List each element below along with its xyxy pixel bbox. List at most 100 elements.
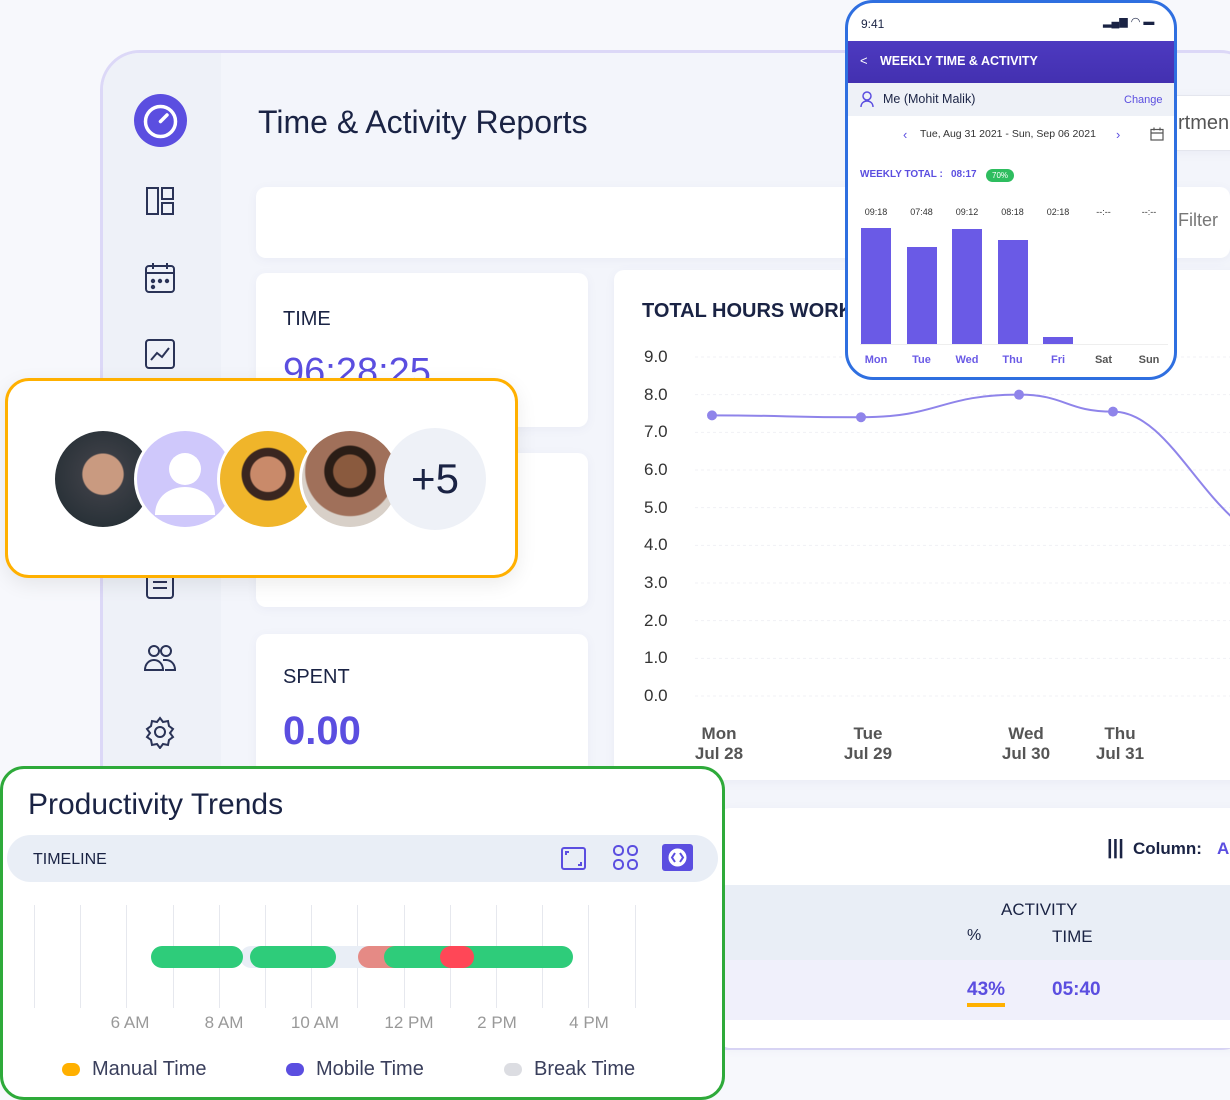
data-point[interactable] [856, 412, 866, 423]
bar-baseline [860, 344, 1168, 345]
data-point[interactable] [1108, 406, 1118, 417]
active-segment [384, 946, 573, 968]
break-dot [504, 1063, 522, 1077]
back-icon[interactable]: < [860, 53, 868, 68]
column-value[interactable]: Ac [1217, 839, 1230, 858]
bar[interactable] [1043, 336, 1073, 344]
x-day: Tue [853, 724, 883, 743]
department-label: rtmen [1178, 112, 1230, 134]
chart-title: TOTAL HOURS WORKED [642, 300, 881, 322]
date-range: Tue, Aug 31 2021 - Sun, Sep 06 2021 [920, 128, 1096, 140]
calendar-icon[interactable] [143, 261, 177, 295]
pct-column-header[interactable]: % [967, 927, 982, 944]
data-point[interactable] [1014, 389, 1024, 400]
x-day: Mon [701, 724, 737, 743]
bar-day-label: Tue [912, 354, 931, 366]
y-tick-label: 9.0 [644, 347, 668, 366]
activity-pct: 43% [967, 979, 1006, 1007]
settings-gear-icon[interactable] [143, 715, 177, 749]
bar-day-label: Mon [864, 354, 888, 366]
spent-value: 0.00 [283, 709, 361, 753]
y-tick-label: 5.0 [644, 497, 668, 517]
timeline-tick: 8 AM [204, 1013, 244, 1032]
columns-icon[interactable]: ||| [1107, 837, 1124, 859]
manual-dot [62, 1063, 80, 1077]
bar[interactable] [952, 229, 982, 344]
y-tick-label: 7.0 [644, 422, 668, 442]
change-user-link[interactable]: Change [1124, 94, 1163, 106]
x-tick-label: Mon Jul 28 [674, 724, 764, 764]
y-tick-label: 6.0 [644, 460, 668, 479]
x-day: Thu [1104, 724, 1136, 743]
fullscreen-icon[interactable] [561, 846, 586, 871]
more-count-label: +5 [411, 455, 459, 502]
avatar[interactable] [217, 428, 319, 530]
y-tick-label: 8.0 [644, 384, 668, 404]
activity-badge: 70% [986, 169, 1015, 182]
column-label: Column: [1133, 839, 1202, 858]
legend-break-time: Break Time [504, 1058, 635, 1081]
legend-label: Break Time [534, 1058, 636, 1080]
prev-week-icon[interactable]: ‹ [903, 127, 908, 142]
filter-label[interactable]: Filter [1178, 210, 1218, 230]
timeline-tick: 10 AM [290, 1013, 340, 1032]
dashboard-icon[interactable] [143, 184, 177, 218]
time-column-header[interactable]: TIME [1052, 927, 1093, 946]
spent-label: SPENT [283, 666, 350, 688]
table-header [720, 885, 1230, 960]
data-point[interactable] [707, 410, 717, 421]
y-tick-label: 1.0 [644, 648, 668, 668]
code-view-icon[interactable] [662, 844, 693, 871]
timeline-header [7, 835, 718, 882]
bar-value-label: 02:18 [1046, 207, 1070, 217]
x-date: Jul 31 [1095, 744, 1145, 763]
timeline-tick: 2 PM [477, 1013, 517, 1032]
timeline-label[interactable]: TIMELINE [33, 851, 107, 868]
bar-value-label: 08:18 [1001, 207, 1024, 217]
weekly-total-label: WEEKLY TOTAL : [860, 169, 943, 180]
timeline-gridline [126, 905, 128, 1008]
bar[interactable] [906, 246, 937, 344]
phone-header: < WEEKLY TIME & ACTIVITY [848, 41, 1174, 83]
x-date: Jul 29 [843, 744, 893, 763]
grid-view-icon[interactable] [612, 844, 639, 871]
y-tick-label: 4.0 [644, 535, 668, 555]
idle-segment [440, 946, 474, 968]
bar-day-label: Sat [1094, 354, 1113, 366]
timeline-gridline [634, 905, 636, 1008]
bar[interactable] [997, 240, 1028, 344]
app-logo[interactable] [134, 94, 187, 147]
legend-manual-time: Manual Time [62, 1058, 207, 1081]
user-name: Me (Mohit Malik) [883, 92, 976, 106]
bar-value-label: --:-- [1096, 207, 1111, 217]
active-segment [151, 946, 243, 968]
next-week-icon[interactable]: › [1116, 127, 1121, 142]
team-icon[interactable] [143, 640, 177, 674]
timeline-gridline [80, 905, 82, 1008]
mobile-app-screen: 9:41 ▂▄▆ ◠ ▬ < WEEKLY TIME & ACTIVITY Me… [845, 0, 1177, 380]
bar-day-label: Thu [1002, 354, 1023, 366]
reports-chart-icon[interactable] [143, 337, 177, 371]
bar-day-label: Fri [1050, 354, 1066, 366]
bar-day-label: Wed [955, 354, 979, 366]
x-date: Jul 30 [1001, 744, 1051, 763]
productivity-title: Productivity Trends [28, 788, 284, 821]
bar-value-label: 09:12 [955, 207, 979, 217]
timeline-tick: 4 PM [569, 1013, 609, 1032]
activity-group-header: ACTIVITY [1001, 900, 1078, 919]
weekly-total-value: 08:17 [951, 169, 977, 180]
x-date: Jul 28 [694, 744, 744, 763]
more-members-count[interactable]: +5 [384, 428, 486, 530]
bar[interactable] [861, 227, 891, 344]
x-tick-label: Wed Jul 30 [981, 724, 1071, 764]
calendar-picker-icon[interactable] [1150, 127, 1164, 141]
timeline-tick: 6 AM [110, 1013, 150, 1032]
bar-value-label: --:-- [1141, 207, 1157, 217]
legend-mobile-time: Mobile Time [286, 1058, 424, 1081]
y-tick-label: 0.0 [644, 686, 668, 705]
table-row [720, 960, 1230, 1020]
x-tick-label: Tue Jul 29 [823, 724, 913, 764]
productivity-trends-card [0, 766, 725, 1100]
time-label: TIME [283, 308, 331, 330]
activity-time: 05:40 [1052, 979, 1101, 1000]
